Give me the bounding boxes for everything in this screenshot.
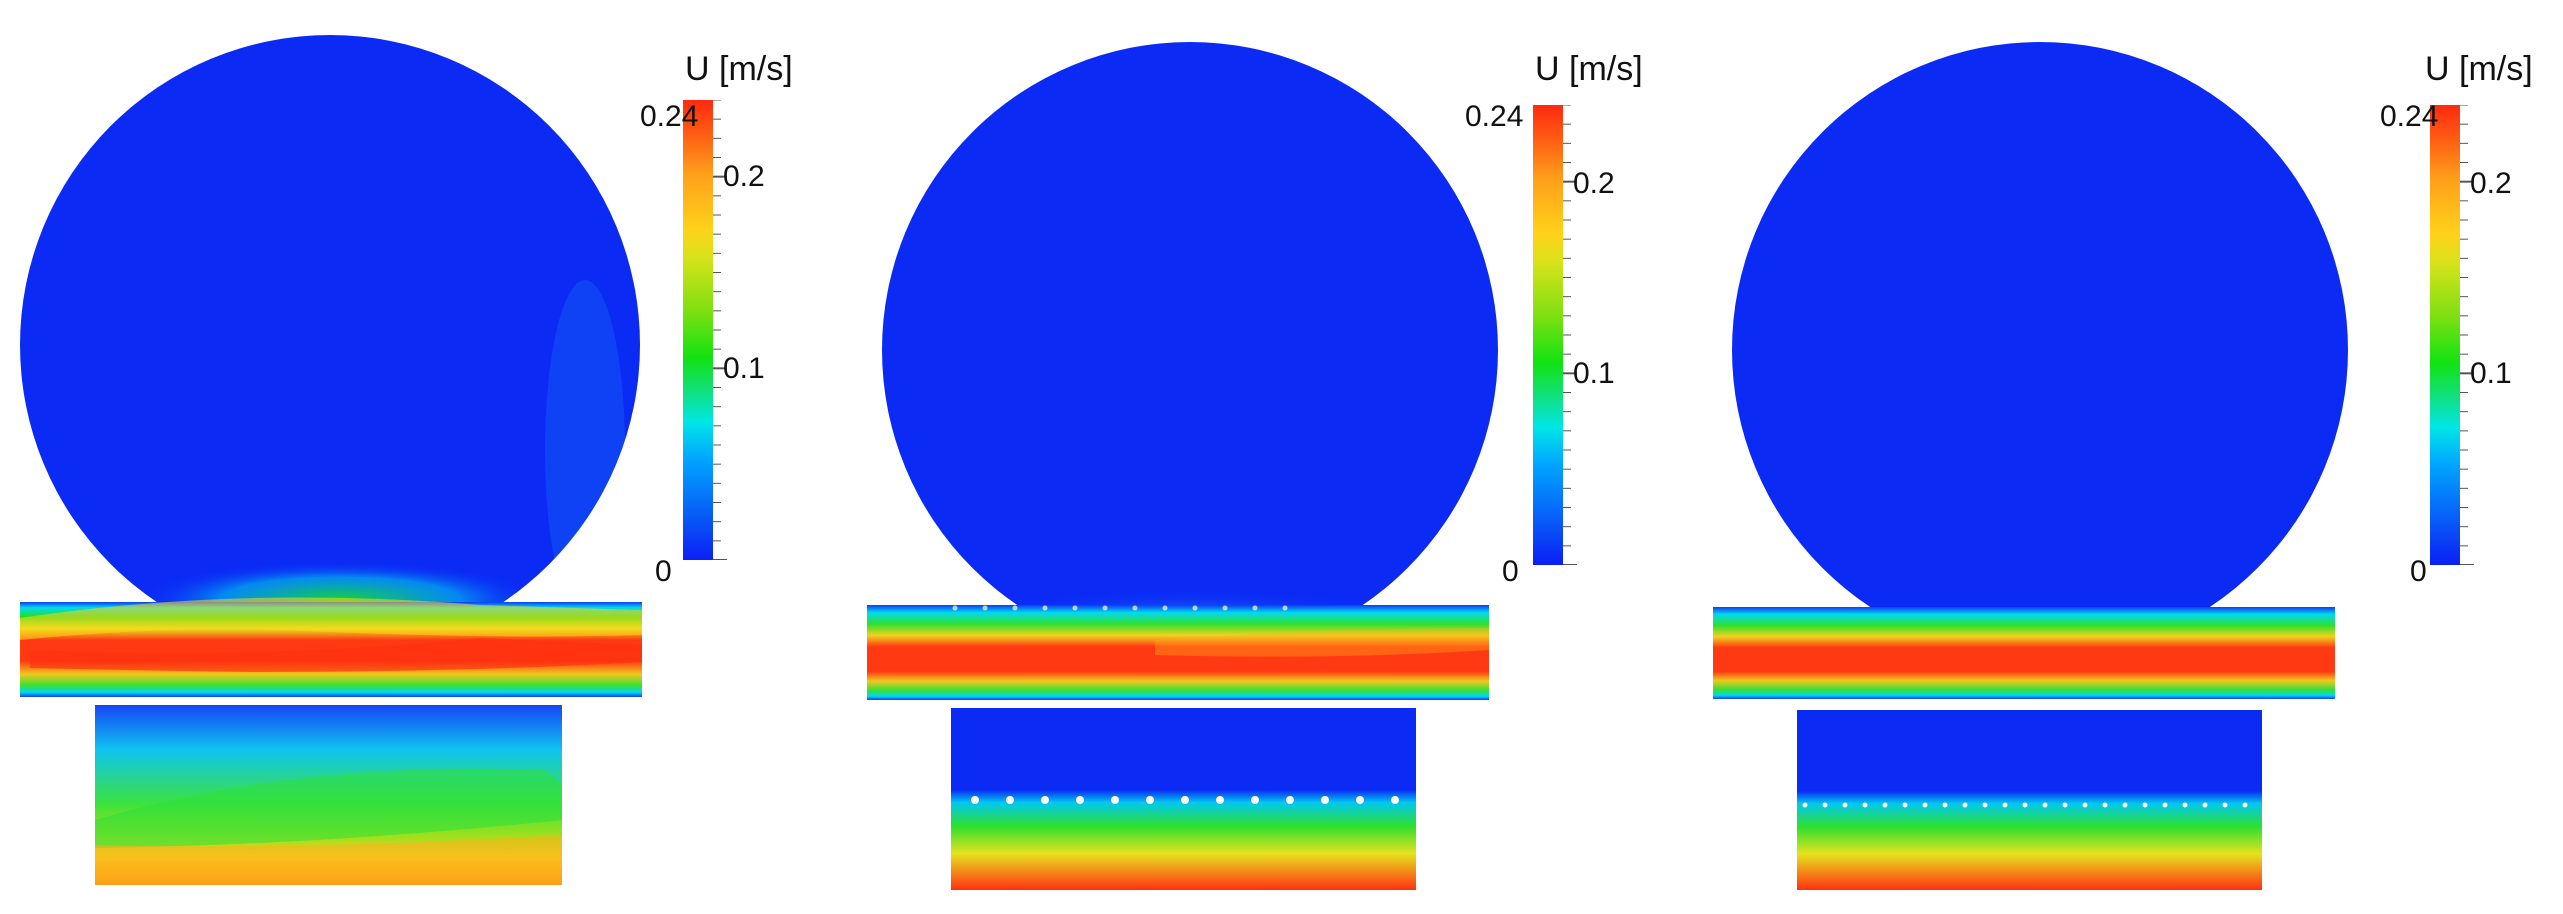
zoom-interface-markers-2 [971, 796, 1399, 804]
channel-3 [1713, 607, 2335, 699]
zoom-interface-markers-3 [1802, 802, 2248, 808]
colorbar-label-max-2: 0.24 [1465, 100, 1524, 133]
panel-2: U [m/s] 0.24 0.2 0.1 0 [855, 0, 1705, 914]
colorbar-label-02-2: 0.2 [1573, 167, 1615, 200]
velocity-field-1 [20, 35, 642, 885]
colorbar-ticks-3 [2460, 105, 2474, 565]
colorbar-label-max-3: 0.24 [2380, 100, 2439, 133]
droplet-circle-1 [20, 35, 640, 655]
colorbar-3 [2430, 105, 2460, 565]
colorbar-label-min-1: 0 [655, 555, 672, 588]
colorbar-title-2: U [m/s] [1535, 50, 1643, 88]
colorbar-label-02-1: 0.2 [723, 160, 765, 193]
colorbar-label-max-1: 0.24 [640, 100, 699, 133]
colorbar-label-01-3: 0.1 [2470, 357, 2512, 390]
colorbar-ticks-2 [1563, 105, 1577, 565]
colorbar-label-01-2: 0.1 [1573, 357, 1615, 390]
velocity-field-2 [867, 42, 1498, 890]
zoom-inset-3 [1797, 710, 2262, 890]
panel-3: U [m/s] 0.24 0.2 0.1 0 [1705, 0, 2563, 914]
interface-markers-2 [952, 605, 1288, 611]
colorbar-ticks-1 [713, 100, 727, 560]
colorbar-label-min-3: 0 [2410, 555, 2427, 588]
channel-2 [867, 605, 1489, 700]
colorbar-label-min-2: 0 [1502, 555, 1519, 588]
velocity-field-3 [1713, 42, 2348, 890]
panel-1: U [m/s] 0.24 0.2 0.1 0 [0, 0, 850, 914]
droplet-circle-3 [1732, 42, 2348, 658]
colorbar-label-01-1: 0.1 [723, 352, 765, 385]
colorbar-title-1: U [m/s] [685, 50, 793, 88]
colorbar-label-02-3: 0.2 [2470, 167, 2512, 200]
colorbar-1 [683, 100, 713, 560]
colorbar-title-3: U [m/s] [2425, 50, 2533, 88]
colorbar-2 [1533, 105, 1563, 565]
droplet-circle-2 [882, 42, 1498, 658]
